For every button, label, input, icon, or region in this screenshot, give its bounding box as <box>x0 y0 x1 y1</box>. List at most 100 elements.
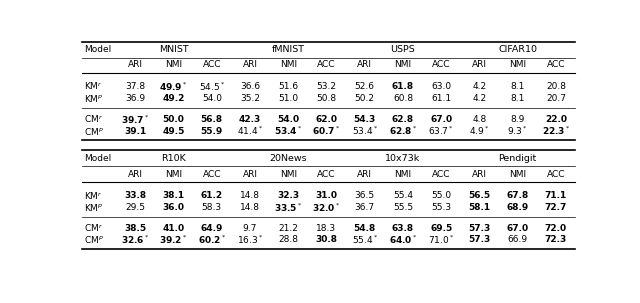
Text: KM$^r$: KM$^r$ <box>84 190 102 201</box>
Text: 50.0: 50.0 <box>163 115 184 124</box>
Text: 41.4$^*$: 41.4$^*$ <box>237 125 263 137</box>
Text: 32.6$^*$: 32.6$^*$ <box>121 233 150 246</box>
Text: 60.2$^*$: 60.2$^*$ <box>198 233 226 246</box>
Text: 58.3: 58.3 <box>202 203 222 212</box>
Text: ARI: ARI <box>357 60 372 69</box>
Text: 29.5: 29.5 <box>125 203 145 212</box>
Text: 4.8: 4.8 <box>472 115 486 124</box>
Text: 39.2$^*$: 39.2$^*$ <box>159 233 188 246</box>
Text: ACC: ACC <box>432 170 451 179</box>
Text: 33.8: 33.8 <box>124 191 147 200</box>
Text: CM$^r$: CM$^r$ <box>84 222 103 234</box>
Text: 72.7: 72.7 <box>545 203 567 212</box>
Text: 63.8: 63.8 <box>392 224 414 233</box>
Text: 10x73k: 10x73k <box>385 154 420 162</box>
Text: 51.0: 51.0 <box>278 94 298 103</box>
Text: 31.0: 31.0 <box>316 191 337 200</box>
Text: 69.5: 69.5 <box>430 224 452 233</box>
Text: 61.2: 61.2 <box>201 191 223 200</box>
Text: ACC: ACC <box>432 60 451 69</box>
Text: ACC: ACC <box>317 170 336 179</box>
Text: 54.3: 54.3 <box>353 115 376 124</box>
Text: 14.8: 14.8 <box>240 191 260 200</box>
Text: KM$^p$: KM$^p$ <box>84 93 104 104</box>
Text: 38.5: 38.5 <box>124 224 147 233</box>
Text: R10K: R10K <box>161 154 186 162</box>
Text: 50.2: 50.2 <box>355 94 375 103</box>
Text: 20.7: 20.7 <box>546 94 566 103</box>
Text: 58.1: 58.1 <box>468 203 490 212</box>
Text: 72.0: 72.0 <box>545 224 567 233</box>
Text: CM$^r$: CM$^r$ <box>84 114 103 125</box>
Text: 61.1: 61.1 <box>431 94 451 103</box>
Text: KM$^p$: KM$^p$ <box>84 202 104 213</box>
Text: 54.0: 54.0 <box>202 94 222 103</box>
Text: 37.8: 37.8 <box>125 82 145 91</box>
Text: 18.3: 18.3 <box>316 224 337 233</box>
Text: NMI: NMI <box>165 60 182 69</box>
Text: 16.3$^*$: 16.3$^*$ <box>237 233 263 246</box>
Text: 53.2: 53.2 <box>317 82 337 91</box>
Text: 8.1: 8.1 <box>511 82 525 91</box>
Text: 49.5: 49.5 <box>163 127 185 135</box>
Text: NMI: NMI <box>509 170 526 179</box>
Text: NMI: NMI <box>509 60 526 69</box>
Text: 32.0$^*$: 32.0$^*$ <box>312 201 340 214</box>
Text: 8.9: 8.9 <box>511 115 525 124</box>
Text: 39.7$^*$: 39.7$^*$ <box>121 113 150 126</box>
Text: 36.6: 36.6 <box>240 82 260 91</box>
Text: 67.0: 67.0 <box>507 224 529 233</box>
Text: 39.1: 39.1 <box>124 127 147 135</box>
Text: 36.7: 36.7 <box>355 203 375 212</box>
Text: ACC: ACC <box>202 60 221 69</box>
Text: 54.8: 54.8 <box>353 224 376 233</box>
Text: 9.3$^*$: 9.3$^*$ <box>508 125 528 137</box>
Text: 33.5$^*$: 33.5$^*$ <box>274 201 303 214</box>
Text: 55.4: 55.4 <box>393 191 413 200</box>
Text: ARI: ARI <box>357 170 372 179</box>
Text: ARI: ARI <box>128 170 143 179</box>
Text: 14.8: 14.8 <box>240 203 260 212</box>
Text: 50.8: 50.8 <box>316 94 337 103</box>
Text: ARI: ARI <box>472 170 487 179</box>
Text: 51.6: 51.6 <box>278 82 298 91</box>
Text: 55.3: 55.3 <box>431 203 451 212</box>
Text: MNIST: MNIST <box>159 45 188 54</box>
Text: 49.2: 49.2 <box>163 94 185 103</box>
Text: 64.9: 64.9 <box>200 224 223 233</box>
Text: 71.1: 71.1 <box>545 191 567 200</box>
Text: 9.7: 9.7 <box>243 224 257 233</box>
Text: 67.8: 67.8 <box>506 191 529 200</box>
Text: ACC: ACC <box>202 170 221 179</box>
Text: 56.8: 56.8 <box>201 115 223 124</box>
Text: 63.7$^*$: 63.7$^*$ <box>428 125 454 137</box>
Text: 32.3: 32.3 <box>277 191 300 200</box>
Text: NMI: NMI <box>280 60 297 69</box>
Text: ACC: ACC <box>547 170 565 179</box>
Text: 4.2: 4.2 <box>472 82 486 91</box>
Text: 30.8: 30.8 <box>316 235 337 244</box>
Text: KM$^r$: KM$^r$ <box>84 81 102 92</box>
Text: CIFAR10: CIFAR10 <box>498 45 537 54</box>
Text: 62.8$^*$: 62.8$^*$ <box>388 125 417 137</box>
Text: 55.0: 55.0 <box>431 191 451 200</box>
Text: 54.5$^*$: 54.5$^*$ <box>198 80 225 93</box>
Text: ARI: ARI <box>243 170 257 179</box>
Text: 42.3: 42.3 <box>239 115 261 124</box>
Text: 52.6: 52.6 <box>355 82 375 91</box>
Text: 20.8: 20.8 <box>546 82 566 91</box>
Text: 57.3: 57.3 <box>468 224 490 233</box>
Text: USPS: USPS <box>390 45 415 54</box>
Text: 49.9$^*$: 49.9$^*$ <box>159 80 188 93</box>
Text: ARI: ARI <box>472 60 487 69</box>
Text: CM$^p$: CM$^p$ <box>84 234 104 245</box>
Text: 54.0: 54.0 <box>277 115 300 124</box>
Text: 63.0: 63.0 <box>431 82 451 91</box>
Text: Pendigit: Pendigit <box>499 154 537 162</box>
Text: 61.8: 61.8 <box>392 82 414 91</box>
Text: 8.1: 8.1 <box>511 94 525 103</box>
Text: ACC: ACC <box>547 60 565 69</box>
Text: Model: Model <box>84 154 111 162</box>
Text: 68.9: 68.9 <box>506 203 529 212</box>
Text: NMI: NMI <box>165 170 182 179</box>
